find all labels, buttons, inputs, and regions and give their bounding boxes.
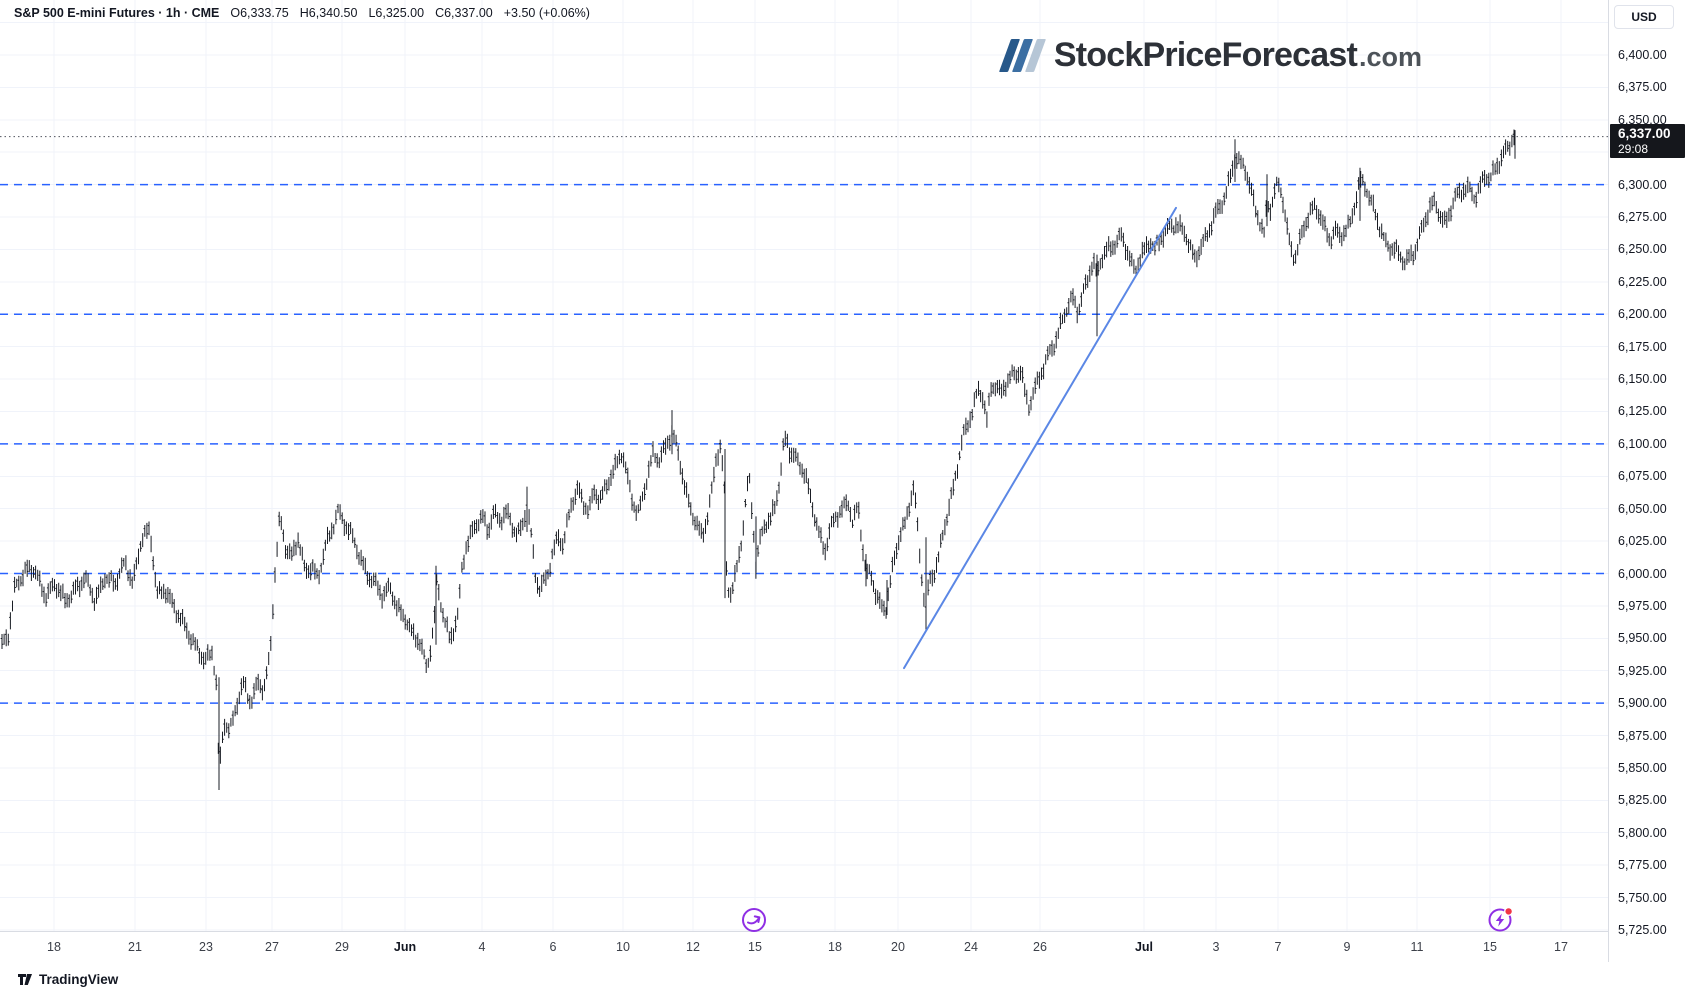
price-axis-label: 6,225.00 [1618,274,1667,289]
last-price-label: 6,337.00 29:08 [1610,124,1685,158]
price-axis-label: 5,775.00 [1618,858,1667,873]
time-axis-label: 27 [265,940,279,954]
price-bar-long-wicks [218,130,1516,790]
brand-logo-icon [998,39,1046,72]
brand-tld: .com [1358,42,1422,72]
tradingview-attribution-link[interactable]: TradingView [16,970,118,988]
price-axis[interactable]: USD 6,400.006,375.006,350.006,325.006,30… [1608,0,1685,962]
time-axis-label: Jun [393,940,417,954]
price-axis-label: 6,100.00 [1618,436,1667,451]
ohlc-open: O6,333.75 [230,6,289,20]
price-axis-label: 6,125.00 [1618,404,1667,419]
price-axis-label: 6,300.00 [1618,177,1667,192]
brand-watermark: StockPriceForecast .com [998,36,1422,75]
time-axis-label: 15 [1483,940,1497,954]
price-axis-label: 5,750.00 [1618,890,1667,905]
time-axis-label: 24 [964,940,978,954]
bar-countdown: 29:08 [1618,142,1649,156]
last-price-value: 6,337.00 [1618,126,1671,141]
arrow-circle-icon [742,908,766,932]
time-axis-label: 17 [1554,940,1568,954]
price-axis-label: 6,150.00 [1618,372,1667,386]
time-axis-label: 15 [748,940,762,954]
time-axis[interactable]: 18 21 23 27 29 Jun 4 6 10 12 15 18 20 24 26 Jul 3 7 9 11 15 1… [0,931,1685,963]
time-axis-label: 26 [1033,940,1047,954]
price-axis-label: 6,000.00 [1618,566,1667,581]
price-bars [1,129,1515,764]
price-axis-label: 5,825.00 [1618,793,1667,808]
price-axis-label: 5,925.00 [1618,663,1667,678]
price-axis-label: 6,025.00 [1618,534,1667,549]
currency-toggle-button[interactable]: USD [1614,5,1674,29]
time-axis-label: 23 [199,940,213,954]
time-axis-label: 18 [47,940,61,954]
price-change: +3.50 (+0.06%) [503,6,590,20]
time-axis-label: 4 [478,940,486,954]
time-axis-label: 18 [828,940,842,954]
time-axis-label: 11 [1410,940,1424,954]
price-bar-ticks [0,133,1516,753]
ohlc-high: H6,340.50 [299,6,358,20]
time-axis-label: 12 [686,940,700,954]
price-chart-canvas[interactable] [0,0,1608,931]
price-axis-label: 6,350.00 [1618,112,1667,127]
time-axis-label: 7 [1274,940,1282,954]
publish-arrow-marker[interactable] [740,906,768,934]
price-axis-label: 5,850.00 [1618,760,1667,775]
time-axis-label: Jul [1134,940,1154,954]
price-axis-label: 6,400.00 [1618,48,1667,62]
price-axis-label: 5,900.00 [1618,696,1667,711]
lightning-circle-icon [1488,906,1514,932]
price-axis-label: 6,175.00 [1618,339,1667,354]
time-axis-label: 10 [616,940,630,954]
tradingview-logo-text: TradingView [39,971,119,987]
price-axis-label: 6,200.00 [1618,307,1667,322]
price-axis-label: 6,375.00 [1618,80,1667,95]
time-axis-label: 21 [128,940,142,954]
trendline-drawing[interactable] [903,206,1177,670]
price-axis-label: 5,800.00 [1618,825,1667,840]
time-axis-label: 20 [891,940,905,954]
price-axis-label: 5,975.00 [1618,598,1667,613]
brand-name: StockPriceForecast [1053,36,1358,74]
price-axis-label: 6,275.00 [1618,210,1667,224]
tradingview-logo-icon [18,974,32,985]
time-axis-label: 6 [549,940,557,954]
symbol-title[interactable]: S&P 500 E-mini Futures · 1h · CME [14,6,220,20]
price-axis-label: 6,075.00 [1618,469,1667,484]
price-axis-label: 5,875.00 [1618,728,1667,743]
price-axis-label: 5,950.00 [1618,631,1667,646]
price-axis-label: 6,250.00 [1618,242,1667,257]
ohlc-low: L6,325.00 [368,6,425,20]
time-axis-label: 29 [335,940,349,954]
time-axis-label: 9 [1343,940,1351,954]
time-axis-label: 3 [1212,940,1220,954]
symbol-header[interactable]: S&P 500 E-mini Futures · 1h · CME O6,333.… [14,6,590,20]
price-axis-label: 6,050.00 [1618,501,1667,516]
alert-lightning-marker[interactable] [1486,906,1514,934]
ohlc-close: C6,337.00 [435,6,493,20]
price-axis-label: 5,725.00 [1618,923,1667,937]
bottom-bar: TradingView [0,963,1685,998]
